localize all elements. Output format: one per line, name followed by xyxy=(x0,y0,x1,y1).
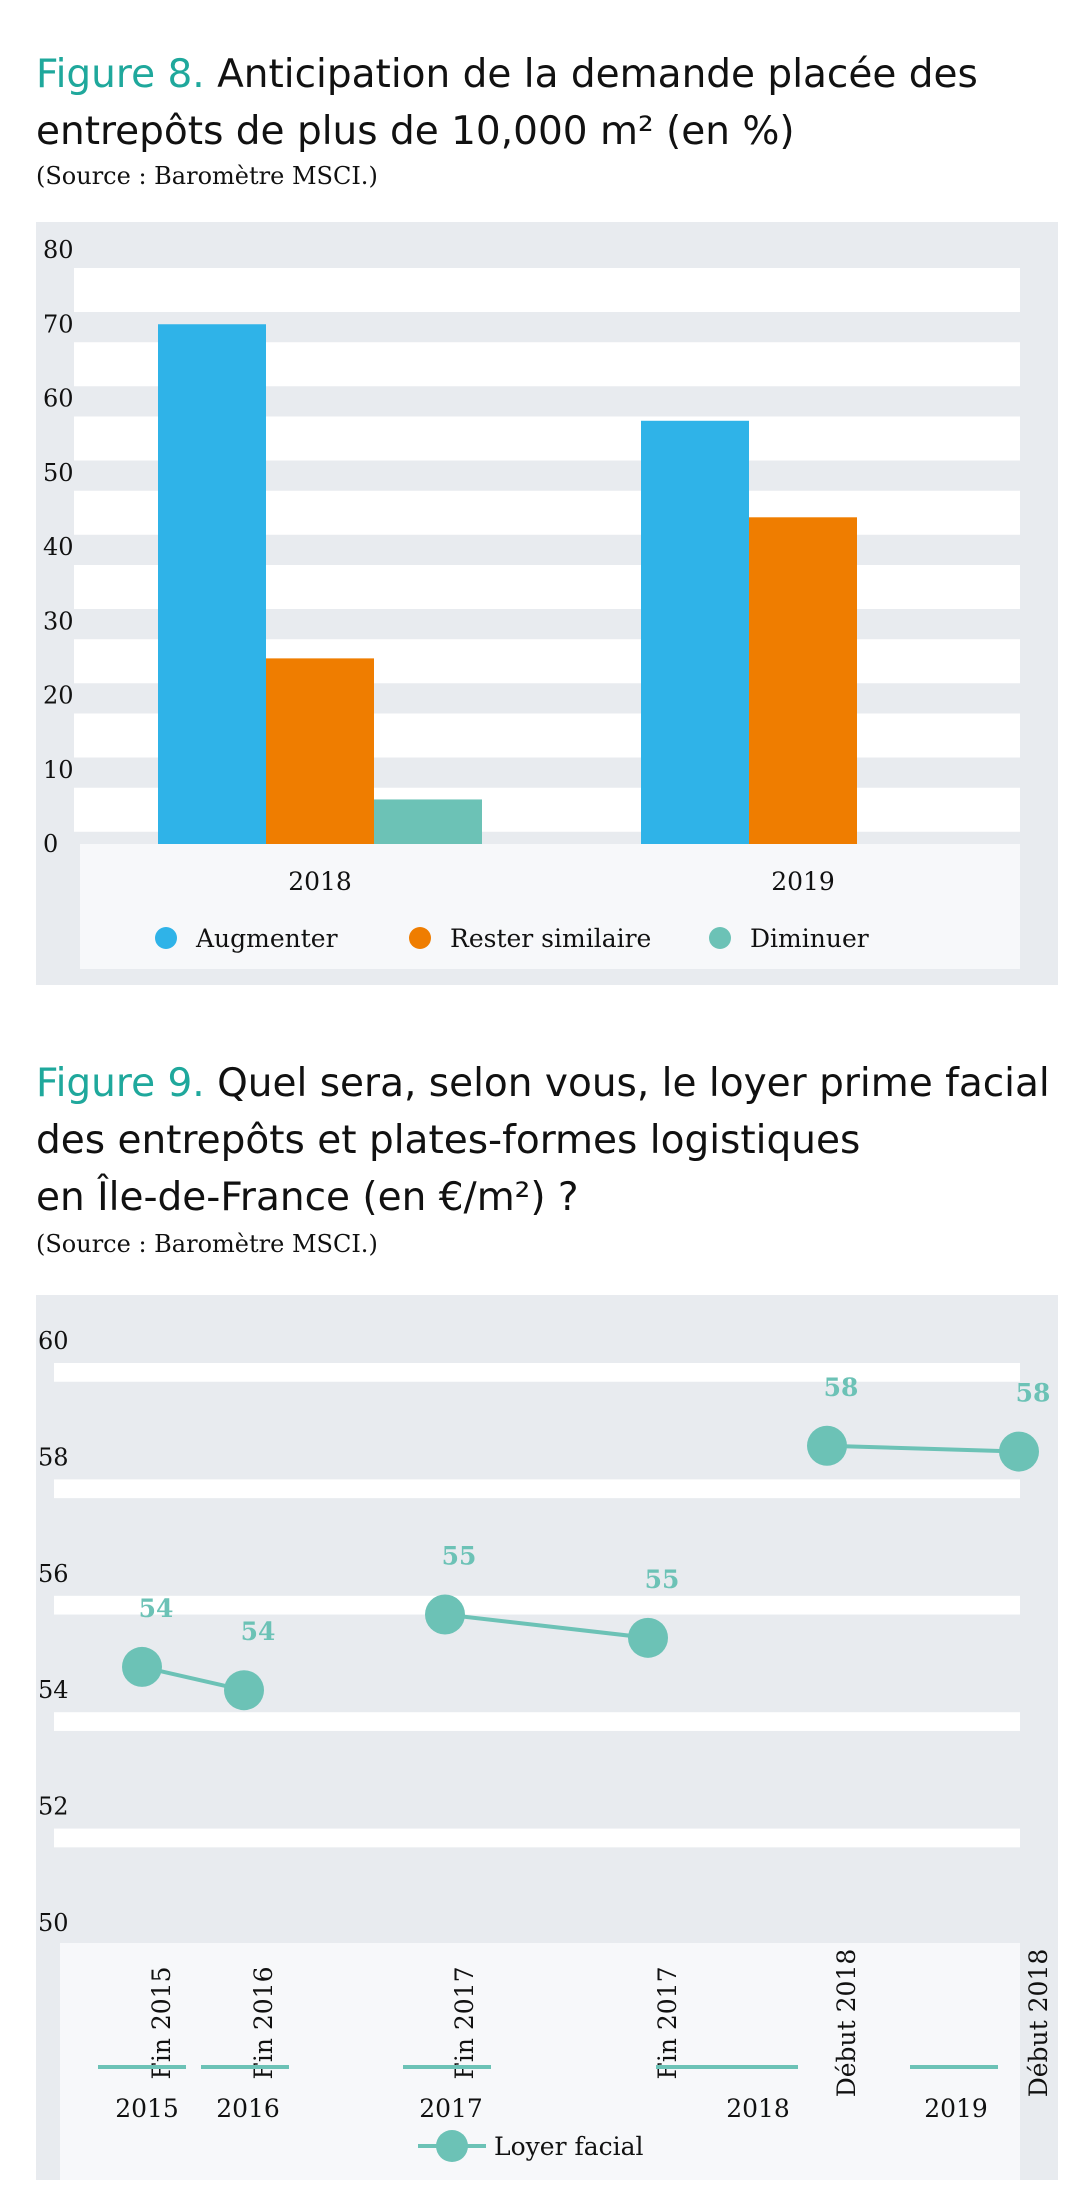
data-point xyxy=(999,1431,1039,1472)
bar-augmenter xyxy=(158,324,266,844)
figure-8-panel: 0 10 20 30 40 50 60 70 80 2018 2019 Augmenter Rester… xyxy=(36,222,1058,985)
figure-9-title-line1: Quel sera, selon vous, le loyer prime fa… xyxy=(217,1061,1050,1106)
legend-label: Augmenter xyxy=(195,924,338,953)
data-label: 58 xyxy=(1016,1379,1051,1408)
bar-rester-similaire xyxy=(749,517,857,844)
series-line xyxy=(826,1443,1020,1454)
legend-marker xyxy=(709,927,731,949)
line-chart: 50 52 54 56 58 60 54 54 55 55 58 58 Fin 2015 Fin 2016… xyxy=(38,1327,1053,2180)
bar-diminuer xyxy=(374,799,482,844)
x-point-label: Fin 2016 xyxy=(249,1966,278,2079)
bar-rester-similaire xyxy=(266,658,374,844)
y-tick-label: 20 xyxy=(43,682,74,710)
legend-label: Loyer facial xyxy=(494,2132,644,2161)
data-label: 55 xyxy=(645,1565,680,1594)
legend-label: Rester similaire xyxy=(450,924,651,953)
data-point xyxy=(224,1670,264,1711)
x-point-label: Début 2018 xyxy=(832,1949,861,2098)
y-tick-label: 58 xyxy=(38,1443,69,1471)
y-tick-label: 0 xyxy=(43,830,58,858)
y-tick-label: 70 xyxy=(43,310,74,338)
series-line xyxy=(444,1612,649,1640)
figure-8-title: Figure 8. Anticipation de la demande pla… xyxy=(36,46,978,160)
x-point-label: Fin 2015 xyxy=(147,1966,176,2079)
group-label: 2019 xyxy=(924,2094,988,2123)
x-point-label: Début 2018 xyxy=(1024,1949,1053,2098)
figure-9-label: Figure 9. xyxy=(36,1061,205,1106)
grid-band xyxy=(54,1363,1020,1382)
grid-band xyxy=(54,1595,1020,1615)
y-tick-label: 50 xyxy=(38,1909,69,1937)
figure-8-label: Figure 8. xyxy=(36,52,205,97)
bar-chart: 0 10 20 30 40 50 60 70 80 2018 2019 Augmenter Rester… xyxy=(43,236,1020,969)
legend-marker xyxy=(409,927,431,949)
y-tick-label: 10 xyxy=(43,756,74,784)
x-tick-label: 2019 xyxy=(771,867,835,896)
data-point xyxy=(122,1646,162,1687)
legend-marker xyxy=(436,2130,468,2162)
figure-8-source: (Source : Baromètre MSCI.) xyxy=(36,162,378,190)
group-label: 2016 xyxy=(216,2094,280,2123)
data-point xyxy=(425,1594,465,1635)
figure-9-title-line3: en Île-de-France (en €/m²) ? xyxy=(36,1175,579,1220)
data-label: 54 xyxy=(241,1617,276,1646)
figure-9-panel: 50 52 54 56 58 60 54 54 55 55 58 58 Fin 2015 Fin 2016… xyxy=(36,1295,1058,2180)
figure-9-title-line2: des entrepôts et plates-formes logistiqu… xyxy=(36,1118,861,1163)
grid-band xyxy=(54,1712,1020,1731)
group-label: 2018 xyxy=(726,2094,790,2123)
y-tick-label: 52 xyxy=(38,1793,69,1821)
grid-band xyxy=(74,268,1020,312)
data-label: 58 xyxy=(824,1373,859,1402)
grid-band xyxy=(54,1479,1020,1499)
x-point-label: Fin 2017 xyxy=(450,1966,479,2079)
group-label: 2017 xyxy=(419,2094,483,2123)
figure-8-title-line1: Anticipation de la demande placée des xyxy=(217,52,978,97)
y-tick-label: 60 xyxy=(43,385,74,413)
y-tick-label: 50 xyxy=(43,459,74,487)
data-label: 55 xyxy=(442,1542,477,1571)
figure-9-title: Figure 9. Quel sera, selon vous, le loye… xyxy=(36,1055,1050,1226)
group-label: 2015 xyxy=(115,2094,179,2123)
figure-9-source: (Source : Baromètre MSCI.) xyxy=(36,1230,378,1258)
data-point xyxy=(807,1425,847,1466)
legend-label: Diminuer xyxy=(750,924,869,953)
data-label: 54 xyxy=(139,1594,174,1623)
x-point-label: Fin 2017 xyxy=(653,1966,682,2079)
y-tick-label: 40 xyxy=(43,533,74,561)
x-tick-label: 2018 xyxy=(288,867,352,896)
figure-8-title-line2: entrepôts de plus de 10,000 m² (en %) xyxy=(36,109,795,154)
grid-band xyxy=(54,1828,1020,1848)
y-tick-label: 80 xyxy=(43,236,74,264)
axis-area xyxy=(60,1943,1020,2180)
axis-area xyxy=(80,844,1020,969)
y-tick-label: 30 xyxy=(43,607,74,635)
y-tick-label: 54 xyxy=(38,1676,69,1704)
legend-marker xyxy=(155,927,177,949)
data-point xyxy=(628,1617,668,1658)
bar-augmenter xyxy=(641,420,749,844)
y-tick-label: 56 xyxy=(38,1560,69,1588)
y-tick-label: 60 xyxy=(38,1327,69,1355)
